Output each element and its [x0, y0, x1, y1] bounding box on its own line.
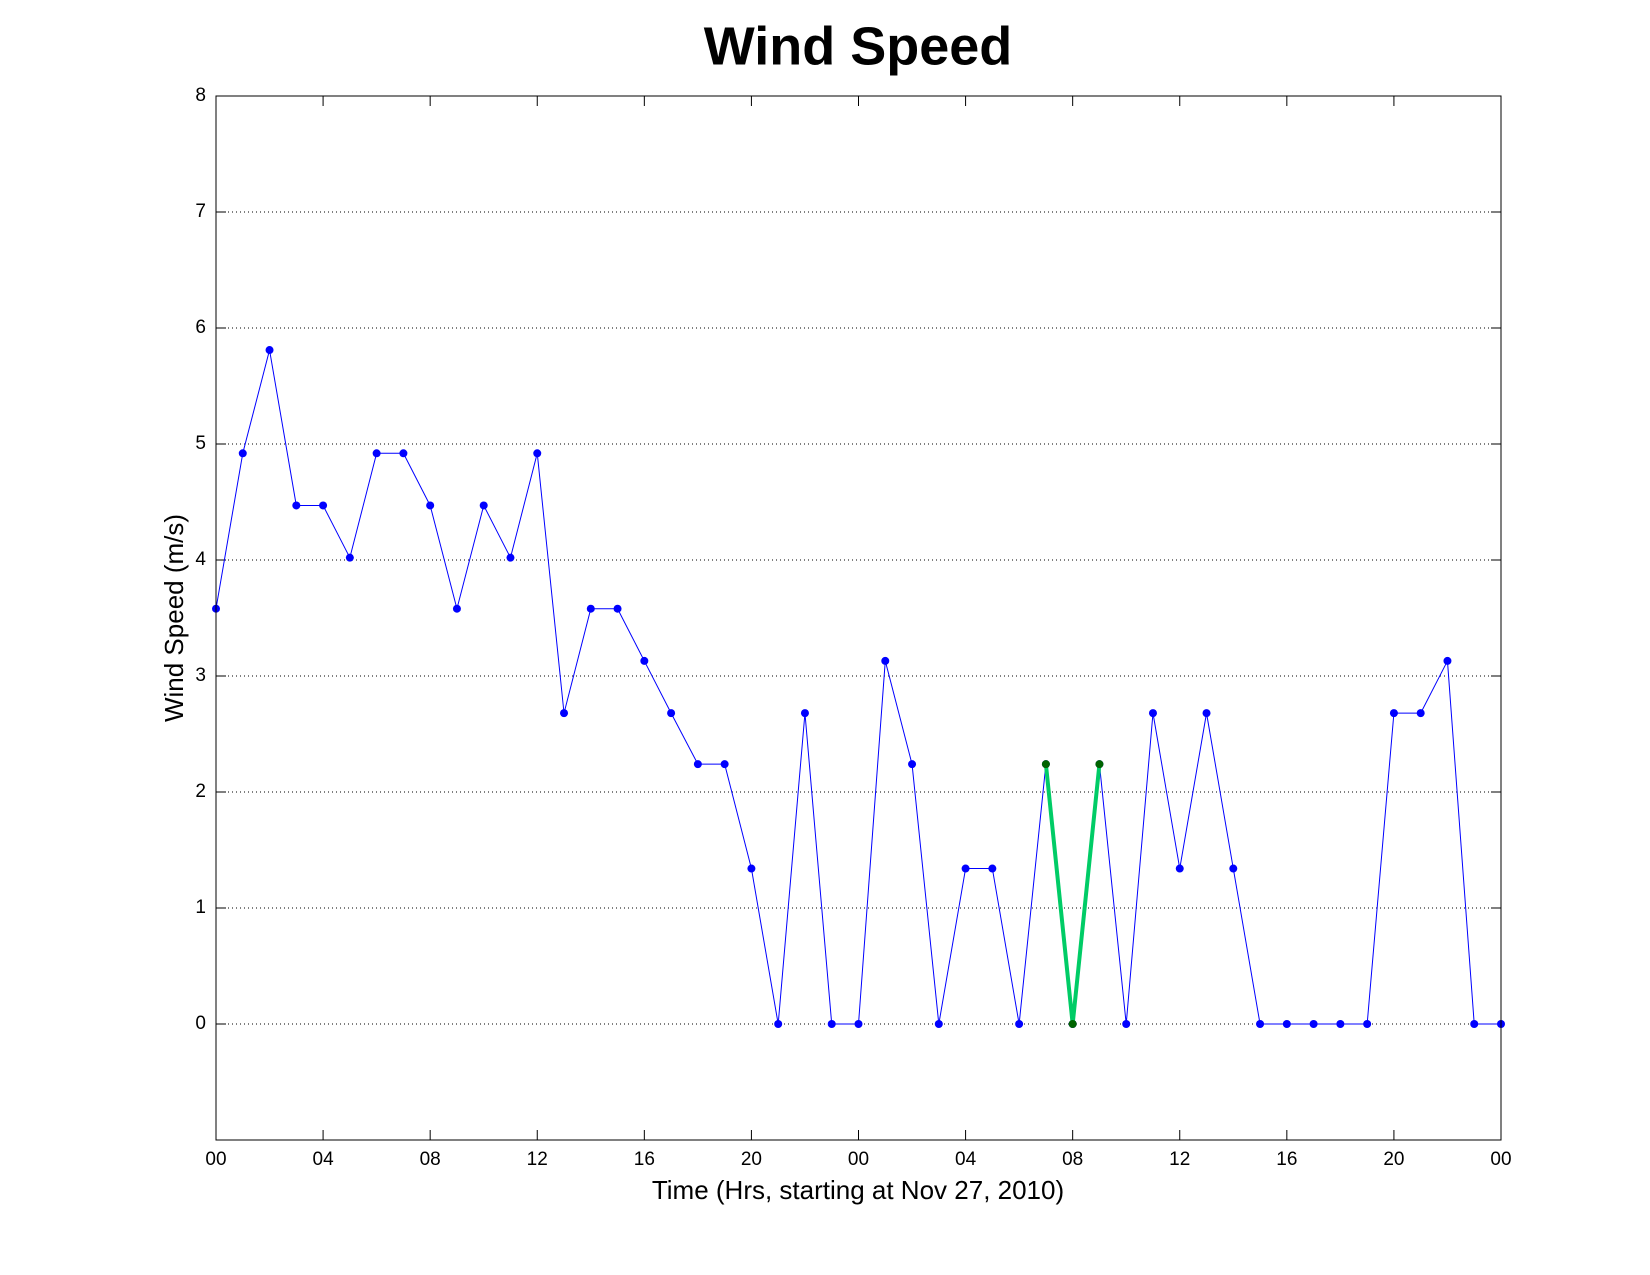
x-tick-label: 00	[1490, 1149, 1511, 1170]
data-point	[1041, 760, 1050, 769]
data-point	[1336, 1020, 1345, 1028]
data-point	[1389, 709, 1398, 718]
plot-area	[216, 96, 1501, 1140]
x-tick-label: 04	[955, 1149, 977, 1170]
data-point	[1470, 1020, 1479, 1028]
data-point	[586, 604, 595, 613]
data-point	[961, 864, 970, 873]
data-point	[399, 449, 408, 458]
data-point	[1363, 1020, 1372, 1028]
y-axis-label: Wind Speed (m/s)	[159, 514, 189, 722]
x-tick-label: 12	[1169, 1149, 1190, 1170]
data-point	[774, 1020, 783, 1028]
data-point	[881, 656, 890, 665]
x-axis-label: Time (Hrs, starting at Nov 27, 2010)	[652, 1175, 1064, 1205]
data-point	[506, 553, 515, 562]
data-point	[934, 1020, 943, 1028]
data-point	[827, 1020, 836, 1028]
x-tick-label: 04	[313, 1149, 335, 1170]
data-point	[854, 1020, 863, 1028]
data-point	[345, 553, 354, 562]
data-point	[1202, 709, 1211, 718]
y-tick-label: 0	[195, 1013, 206, 1034]
x-tick-label: 16	[1276, 1149, 1297, 1170]
data-point	[1256, 1020, 1265, 1028]
data-point	[1309, 1020, 1318, 1028]
y-tick-label: 6	[195, 317, 206, 338]
data-point	[533, 449, 542, 458]
data-point	[426, 501, 435, 510]
data-point	[613, 604, 622, 613]
data-point	[640, 656, 649, 665]
data-point	[988, 864, 997, 873]
data-point	[560, 709, 569, 718]
x-tick-label: 08	[1062, 1149, 1083, 1170]
y-tick-label: 7	[195, 201, 206, 222]
data-point	[1175, 864, 1184, 873]
data-point	[1416, 709, 1425, 718]
data-point	[747, 864, 756, 873]
data-point	[1068, 1020, 1077, 1028]
y-tick-label: 1	[195, 897, 206, 918]
data-point	[479, 501, 488, 510]
y-tick-label: 4	[195, 549, 206, 570]
y-tick-label: 8	[195, 85, 206, 106]
data-point	[238, 449, 247, 458]
data-point	[908, 760, 917, 769]
data-point	[1095, 760, 1104, 769]
x-tick-label: 00	[205, 1149, 226, 1170]
data-point	[319, 501, 328, 510]
data-point	[693, 760, 702, 769]
data-point	[720, 760, 729, 769]
x-tick-label: 20	[741, 1149, 762, 1170]
chart-title: Wind Speed	[704, 16, 1013, 76]
data-point	[800, 709, 809, 718]
y-tick-label: 3	[195, 665, 206, 686]
x-tick-label: 16	[634, 1149, 655, 1170]
data-point	[1229, 864, 1238, 873]
data-point	[667, 709, 676, 718]
y-tick-label: 5	[195, 433, 206, 454]
x-tick-label: 08	[420, 1149, 441, 1170]
data-point	[265, 346, 274, 355]
data-point	[1282, 1020, 1291, 1028]
data-point	[292, 501, 301, 510]
data-point	[1148, 709, 1157, 718]
data-point	[1443, 656, 1452, 665]
data-point	[452, 604, 461, 613]
data-point	[372, 449, 381, 458]
x-tick-label: 20	[1383, 1149, 1404, 1170]
y-tick-label: 2	[195, 781, 206, 802]
x-tick-label: 12	[527, 1149, 548, 1170]
data-point	[1015, 1020, 1024, 1028]
x-tick-label: 00	[848, 1149, 869, 1170]
axes-box	[215, 95, 1502, 1141]
data-point	[1122, 1020, 1131, 1028]
